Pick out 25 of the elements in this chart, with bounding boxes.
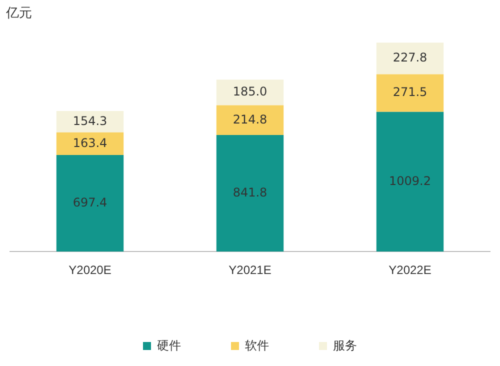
x-tick-label: Y2022E [388, 263, 432, 278]
bar [56, 155, 124, 252]
data-label: 214.8 [232, 112, 268, 126]
legend-label: 软件 [245, 338, 269, 352]
bar [376, 74, 444, 112]
data-label: 185.0 [232, 84, 268, 99]
bar [56, 132, 124, 156]
x-tick-label: Y2020E [68, 263, 112, 278]
data-label: 227.8 [392, 50, 428, 65]
bar [216, 105, 284, 136]
legend-label: 服务 [333, 338, 357, 352]
bar [216, 80, 284, 106]
data-label: 154.3 [72, 114, 108, 128]
y-axis-title: 亿元 [6, 5, 32, 22]
data-label: 1009.2 [389, 174, 431, 188]
bar [56, 111, 124, 132]
data-label: 163.4 [72, 136, 108, 150]
bar [376, 112, 444, 252]
bar [376, 42, 444, 74]
data-label: 271.5 [392, 85, 428, 100]
data-label: 841.8 [232, 185, 268, 200]
data-label: 697.4 [72, 195, 108, 210]
x-tick-label: Y2021E [228, 263, 272, 278]
bar [216, 135, 284, 252]
legend-label: 硬件 [157, 338, 181, 352]
